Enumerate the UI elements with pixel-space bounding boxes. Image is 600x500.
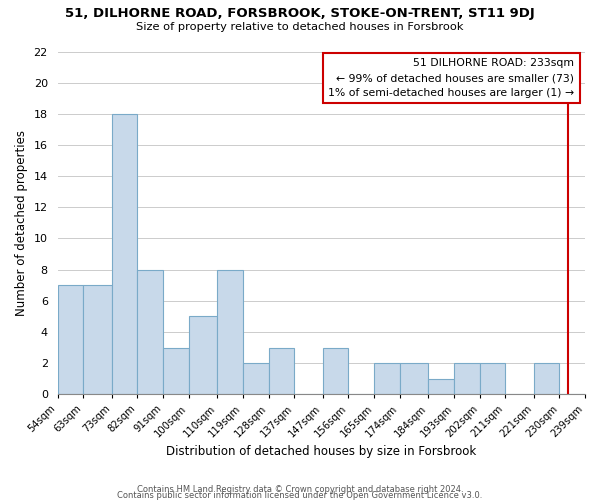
Bar [269, 348, 294, 395]
Bar [323, 348, 349, 395]
Bar [243, 363, 269, 394]
Bar [163, 348, 188, 395]
Text: 51, DILHORNE ROAD, FORSBROOK, STOKE-ON-TRENT, ST11 9DJ: 51, DILHORNE ROAD, FORSBROOK, STOKE-ON-T… [65, 8, 535, 20]
Bar [533, 363, 559, 394]
Text: Contains public sector information licensed under the Open Government Licence v3: Contains public sector information licen… [118, 491, 482, 500]
Bar [58, 285, 83, 395]
Bar [479, 363, 505, 394]
Bar [428, 378, 454, 394]
Bar [400, 363, 428, 394]
Bar [137, 270, 163, 394]
Text: Size of property relative to detached houses in Forsbrook: Size of property relative to detached ho… [136, 22, 464, 32]
Text: 51 DILHORNE ROAD: 233sqm
← 99% of detached houses are smaller (73)
1% of semi-de: 51 DILHORNE ROAD: 233sqm ← 99% of detach… [328, 58, 574, 98]
Y-axis label: Number of detached properties: Number of detached properties [15, 130, 28, 316]
Text: Contains HM Land Registry data © Crown copyright and database right 2024.: Contains HM Land Registry data © Crown c… [137, 485, 463, 494]
Bar [83, 285, 112, 395]
Bar [374, 363, 400, 394]
Bar [454, 363, 479, 394]
X-axis label: Distribution of detached houses by size in Forsbrook: Distribution of detached houses by size … [166, 444, 476, 458]
Bar [188, 316, 217, 394]
Bar [217, 270, 243, 394]
Bar [112, 114, 137, 394]
